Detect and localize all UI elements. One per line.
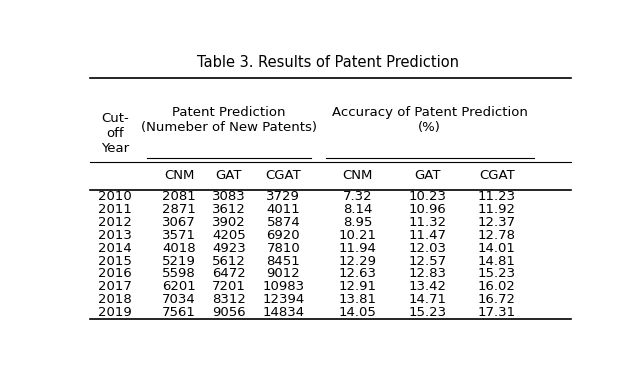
- Text: Cut-
off
Year: Cut- off Year: [100, 112, 129, 155]
- Text: 2081: 2081: [163, 190, 196, 203]
- Text: 4923: 4923: [212, 242, 246, 255]
- Text: 11.32: 11.32: [408, 216, 446, 229]
- Text: 2017: 2017: [98, 280, 132, 293]
- Text: 3571: 3571: [162, 229, 196, 242]
- Text: 16.02: 16.02: [477, 280, 516, 293]
- Text: 5219: 5219: [163, 254, 196, 268]
- Text: CNM: CNM: [164, 169, 195, 182]
- Text: 8312: 8312: [212, 293, 246, 306]
- Text: 14.71: 14.71: [408, 293, 446, 306]
- Text: 11.47: 11.47: [408, 229, 446, 242]
- Text: 9056: 9056: [212, 306, 246, 319]
- Text: 6920: 6920: [266, 229, 300, 242]
- Text: 3902: 3902: [212, 216, 246, 229]
- Text: 4011: 4011: [266, 203, 300, 216]
- Text: 2013: 2013: [98, 229, 132, 242]
- Text: 2019: 2019: [98, 306, 132, 319]
- Text: 3729: 3729: [266, 190, 300, 203]
- Text: CNM: CNM: [342, 169, 373, 182]
- Text: 2012: 2012: [98, 216, 132, 229]
- Text: 10.96: 10.96: [408, 203, 446, 216]
- Text: 7201: 7201: [212, 280, 246, 293]
- Text: 13.42: 13.42: [408, 280, 446, 293]
- Text: 8.14: 8.14: [343, 203, 372, 216]
- Text: 10983: 10983: [262, 280, 305, 293]
- Text: 10.21: 10.21: [339, 229, 377, 242]
- Text: 14834: 14834: [262, 306, 305, 319]
- Text: 2015: 2015: [98, 254, 132, 268]
- Text: 2011: 2011: [98, 203, 132, 216]
- Text: 10.23: 10.23: [408, 190, 446, 203]
- Text: Accuracy of Patent Prediction
(%): Accuracy of Patent Prediction (%): [332, 106, 527, 134]
- Text: 14.05: 14.05: [339, 306, 377, 319]
- Text: 7561: 7561: [163, 306, 196, 319]
- Text: 7034: 7034: [163, 293, 196, 306]
- Text: 5612: 5612: [212, 254, 246, 268]
- Text: 3067: 3067: [163, 216, 196, 229]
- Text: 4205: 4205: [212, 229, 246, 242]
- Text: 2016: 2016: [98, 268, 132, 280]
- Text: 2871: 2871: [163, 203, 196, 216]
- Text: CGAT: CGAT: [479, 169, 515, 182]
- Text: 2010: 2010: [98, 190, 132, 203]
- Text: 8451: 8451: [266, 254, 300, 268]
- Text: 12.57: 12.57: [408, 254, 446, 268]
- Text: 12.78: 12.78: [477, 229, 516, 242]
- Text: 5874: 5874: [266, 216, 300, 229]
- Text: 2018: 2018: [98, 293, 132, 306]
- Text: 14.81: 14.81: [477, 254, 516, 268]
- Text: 6472: 6472: [212, 268, 246, 280]
- Text: 12.63: 12.63: [339, 268, 377, 280]
- Text: 9012: 9012: [266, 268, 300, 280]
- Text: 12.29: 12.29: [339, 254, 377, 268]
- Text: 16.72: 16.72: [477, 293, 516, 306]
- Text: 7.32: 7.32: [343, 190, 372, 203]
- Text: 12.03: 12.03: [408, 242, 446, 255]
- Text: 3083: 3083: [212, 190, 246, 203]
- Text: 8.95: 8.95: [343, 216, 372, 229]
- Text: 12.91: 12.91: [339, 280, 377, 293]
- Text: 2014: 2014: [98, 242, 132, 255]
- Text: 6201: 6201: [163, 280, 196, 293]
- Text: 12.83: 12.83: [408, 268, 446, 280]
- Text: Table 3. Results of Patent Prediction: Table 3. Results of Patent Prediction: [197, 55, 459, 70]
- Text: 7810: 7810: [266, 242, 300, 255]
- Text: 11.92: 11.92: [477, 203, 516, 216]
- Text: 11.94: 11.94: [339, 242, 377, 255]
- Text: 17.31: 17.31: [477, 306, 516, 319]
- Text: 15.23: 15.23: [408, 306, 446, 319]
- Text: 12394: 12394: [262, 293, 305, 306]
- Text: 11.23: 11.23: [477, 190, 516, 203]
- Text: 3612: 3612: [212, 203, 246, 216]
- Text: Patent Prediction
(Numeber of New Patents): Patent Prediction (Numeber of New Patent…: [141, 106, 317, 134]
- Text: GAT: GAT: [414, 169, 440, 182]
- Text: 13.81: 13.81: [339, 293, 377, 306]
- Text: 12.37: 12.37: [477, 216, 516, 229]
- Text: 5598: 5598: [163, 268, 196, 280]
- Text: 14.01: 14.01: [477, 242, 516, 255]
- Text: GAT: GAT: [216, 169, 242, 182]
- Text: 15.23: 15.23: [477, 268, 516, 280]
- Text: 4018: 4018: [163, 242, 196, 255]
- Text: CGAT: CGAT: [266, 169, 301, 182]
